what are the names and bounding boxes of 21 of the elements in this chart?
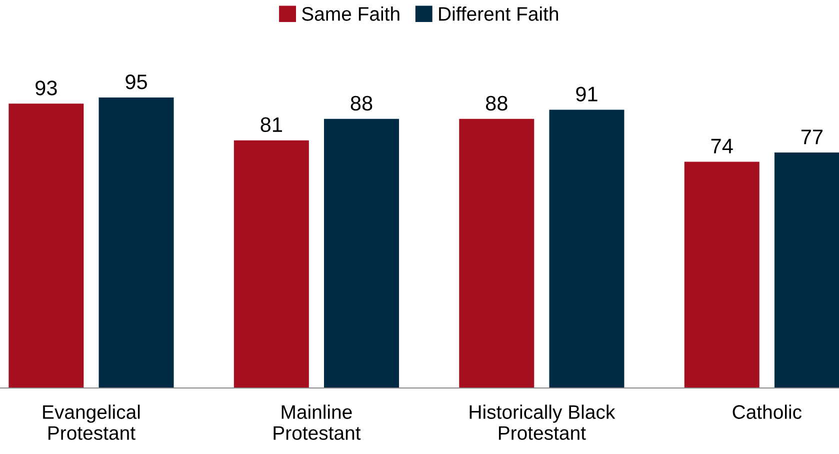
data-label: 88 (486, 96, 508, 111)
x-tick-label: Catholic (732, 404, 802, 419)
data-label: 91 (576, 86, 598, 102)
data-label: 88 (350, 96, 372, 111)
x-tick-label: Evangelical Protestant (43, 404, 140, 440)
bar (8, 104, 84, 388)
bar (324, 118, 400, 388)
x-tick-label: Historically Black Protestant (470, 404, 616, 440)
bar (234, 140, 309, 388)
legend-label: Same Faith (302, 6, 400, 21)
legend-label: Different Faith (439, 6, 558, 21)
data-label: 81 (260, 117, 282, 132)
bar (549, 110, 624, 388)
bar (459, 118, 534, 388)
data-label: 93 (36, 80, 57, 96)
bar (684, 162, 760, 388)
x-tick-label: Mainline Protestant (274, 404, 361, 440)
bar (98, 98, 174, 388)
data-label: 77 (801, 130, 823, 144)
data-label: 95 (126, 74, 147, 90)
data-label: 74 (711, 138, 733, 154)
